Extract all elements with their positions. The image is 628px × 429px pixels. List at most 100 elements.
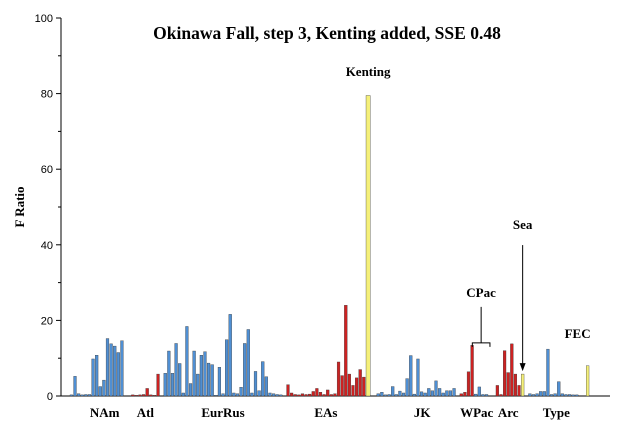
bar-eas xyxy=(329,394,333,397)
bar-jk xyxy=(391,386,395,397)
bar-eurrus xyxy=(271,393,276,397)
bar-cpac xyxy=(481,394,485,397)
bar-nam xyxy=(102,379,106,397)
bar-atl xyxy=(134,395,138,397)
y-tick-label: 100 xyxy=(35,13,53,25)
bar-eurrus xyxy=(199,355,203,397)
bar-type xyxy=(564,394,568,397)
bar-atl xyxy=(152,395,157,397)
bar-eurrus xyxy=(170,373,175,397)
bar-eas xyxy=(290,392,294,397)
bar-jk xyxy=(441,392,445,397)
bar-cpac xyxy=(484,394,489,397)
bar-eas xyxy=(362,376,366,397)
bar-jk xyxy=(452,388,456,397)
group-label-arc: Arc xyxy=(498,405,519,420)
bar-nam xyxy=(120,340,124,397)
bar-eas xyxy=(304,394,308,397)
bar-kenting xyxy=(365,95,371,397)
bar-nam xyxy=(84,394,88,397)
bar-cpac xyxy=(477,386,481,397)
group-labels: NAm Atl EurRus EAs JK WPac Arc Type xyxy=(90,405,570,420)
bar-arc xyxy=(495,385,499,397)
bar-eas xyxy=(297,394,301,397)
bar-jk xyxy=(401,392,406,397)
bar-nam xyxy=(113,345,117,397)
bar-eurrus xyxy=(181,392,185,397)
axes xyxy=(60,18,610,397)
bar-atl xyxy=(145,388,149,397)
bar-eurrus xyxy=(174,343,178,397)
bar-eurrus xyxy=(221,393,225,397)
bar-jk xyxy=(427,388,431,397)
bar-eurrus xyxy=(207,362,211,397)
bar-eas xyxy=(293,394,297,397)
bar-eas xyxy=(333,393,337,397)
bar-jk xyxy=(398,390,402,397)
bar-nam xyxy=(80,394,84,397)
y-tick-label: 20 xyxy=(41,315,53,327)
bar-eurrus xyxy=(228,314,232,397)
bar-eas xyxy=(336,361,341,397)
bar-eas xyxy=(311,391,315,397)
bar-wpac xyxy=(470,345,474,397)
bar-eurrus xyxy=(225,339,229,397)
bar-eurrus xyxy=(279,394,283,397)
bar-eurrus xyxy=(250,392,254,397)
bar-atl xyxy=(149,394,153,397)
arrow-head-sea xyxy=(519,363,526,372)
group-label-type: Type xyxy=(543,405,570,420)
bar-eurrus xyxy=(167,350,171,397)
bar-eas xyxy=(315,388,319,397)
group-label-eurrus: EurRus xyxy=(201,405,244,420)
bar-nam xyxy=(73,376,77,397)
bar-jk xyxy=(405,378,409,397)
bar-eas xyxy=(286,384,290,397)
bar-eas xyxy=(347,373,351,397)
bar-eurrus xyxy=(214,395,218,397)
bar-eurrus xyxy=(268,392,272,397)
bar-eurrus xyxy=(275,394,279,397)
bar-eas xyxy=(351,385,355,397)
bar-jk xyxy=(430,390,434,397)
bar-nam xyxy=(91,358,95,397)
bar-jk xyxy=(409,355,413,397)
bar-eurrus xyxy=(163,373,167,397)
bars xyxy=(69,95,590,397)
bar-eurrus xyxy=(235,393,240,397)
bar-fec xyxy=(586,365,590,397)
bar-jk xyxy=(423,392,427,397)
bar-arc xyxy=(503,350,507,397)
bar-atl xyxy=(138,394,142,397)
bar-atl xyxy=(131,394,135,397)
bar-jk xyxy=(434,380,438,397)
bar-nam xyxy=(95,355,99,397)
bar-eurrus xyxy=(188,383,193,397)
bar-eas xyxy=(358,369,362,397)
annotation-fec: FEC xyxy=(565,326,591,341)
group-label-atl: Atl xyxy=(137,405,155,420)
bar-eas xyxy=(326,389,330,397)
y-tick-label: 40 xyxy=(41,240,53,252)
bar-type xyxy=(549,394,554,397)
bar-atl xyxy=(142,394,146,397)
group-label-nam: NAm xyxy=(90,405,120,420)
bar-type xyxy=(528,393,532,397)
bar-type xyxy=(553,393,557,397)
bar-wpac xyxy=(463,392,467,397)
bar-arc xyxy=(513,373,518,397)
chart-title: Okinawa Fall, step 3, Kenting added, SSE… xyxy=(153,23,501,43)
group-label-jk: JK xyxy=(414,405,432,420)
bar-eurrus xyxy=(203,351,207,397)
bar-jk xyxy=(445,390,449,397)
y-axis-label: F Ratio xyxy=(12,186,27,227)
bar-jk xyxy=(376,393,380,397)
bar-eurrus xyxy=(261,361,265,397)
bar-eas xyxy=(322,394,326,397)
bar-eurrus xyxy=(185,326,189,397)
bar-jk xyxy=(448,390,453,397)
bar-type xyxy=(560,393,564,397)
bar-jk xyxy=(438,388,442,397)
bar-eurrus xyxy=(246,329,250,397)
